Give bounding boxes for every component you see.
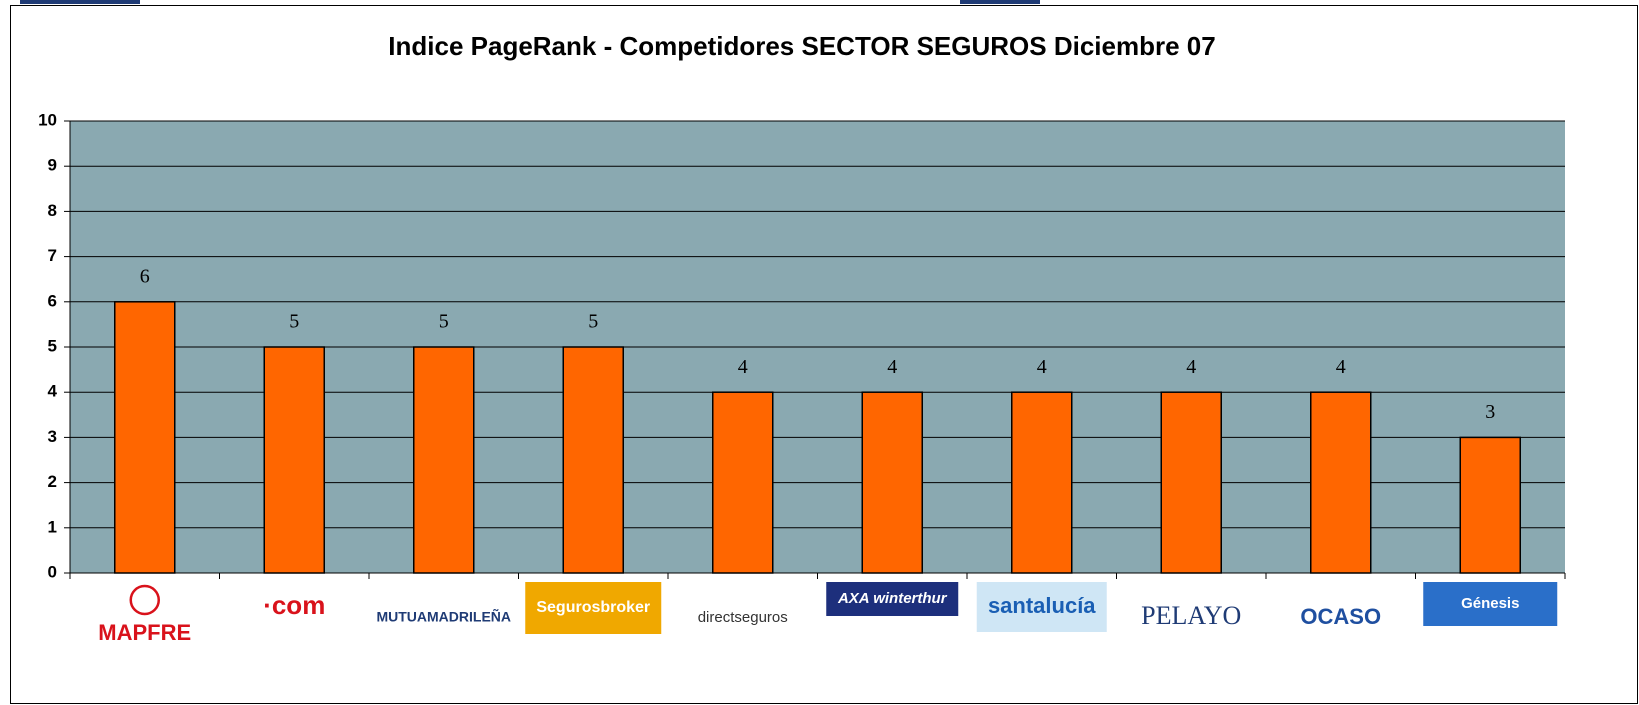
x-tick-label: santalucía <box>988 593 1096 618</box>
bar <box>563 347 623 573</box>
value-label: 5 <box>439 311 449 333</box>
top-decoration <box>960 0 1040 4</box>
value-label: 4 <box>1037 356 1047 378</box>
value-label: 3 <box>1485 401 1495 423</box>
value-label: 5 <box>588 311 598 333</box>
chart-title: Indice PageRank - Competidores SECTOR SE… <box>388 31 1215 61</box>
x-tick-label: MUTUAMADRILEÑA <box>376 608 511 625</box>
x-tick-label: Génesis <box>1461 595 1519 612</box>
value-label: 6 <box>140 265 150 287</box>
value-label: 4 <box>1336 356 1346 378</box>
y-tick-label: 5 <box>48 336 57 355</box>
bar <box>414 347 474 573</box>
chart: Indice PageRank - Competidores SECTOR SE… <box>0 0 1639 705</box>
x-tick-label: OCASO <box>1300 604 1381 629</box>
x-tick-label: directseguros <box>698 609 788 626</box>
y-tick-label: 2 <box>48 472 57 491</box>
x-tick-label: AXA winterthur <box>837 590 948 607</box>
bar <box>264 347 324 573</box>
y-tick-label: 6 <box>48 291 57 310</box>
y-tick-label: 0 <box>48 562 57 581</box>
y-tick-label: 3 <box>48 427 57 446</box>
value-label: 5 <box>289 311 299 333</box>
value-label: 4 <box>1186 356 1196 378</box>
y-tick-label: 9 <box>48 156 57 175</box>
bar <box>1460 437 1520 573</box>
top-strip <box>0 0 1639 5</box>
y-tick-label: 7 <box>48 246 57 265</box>
bar <box>115 302 175 573</box>
y-tick-label: 1 <box>48 517 57 536</box>
bar <box>1012 392 1072 573</box>
bar <box>1311 392 1371 573</box>
bar <box>1161 392 1221 573</box>
x-tick-label: MAPFRE <box>98 620 191 645</box>
value-label: 4 <box>738 356 748 378</box>
y-tick-label: 10 <box>38 110 57 129</box>
x-tick-label: ·com <box>263 590 325 620</box>
y-tick-label: 8 <box>48 201 57 220</box>
bar <box>862 392 922 573</box>
top-decoration <box>20 0 140 4</box>
y-tick-label: 4 <box>48 382 58 401</box>
value-label: 4 <box>887 356 897 378</box>
x-tick-label: PELAYO <box>1141 601 1241 630</box>
bar <box>713 392 773 573</box>
x-tick-label: Segurosbroker <box>536 599 650 616</box>
